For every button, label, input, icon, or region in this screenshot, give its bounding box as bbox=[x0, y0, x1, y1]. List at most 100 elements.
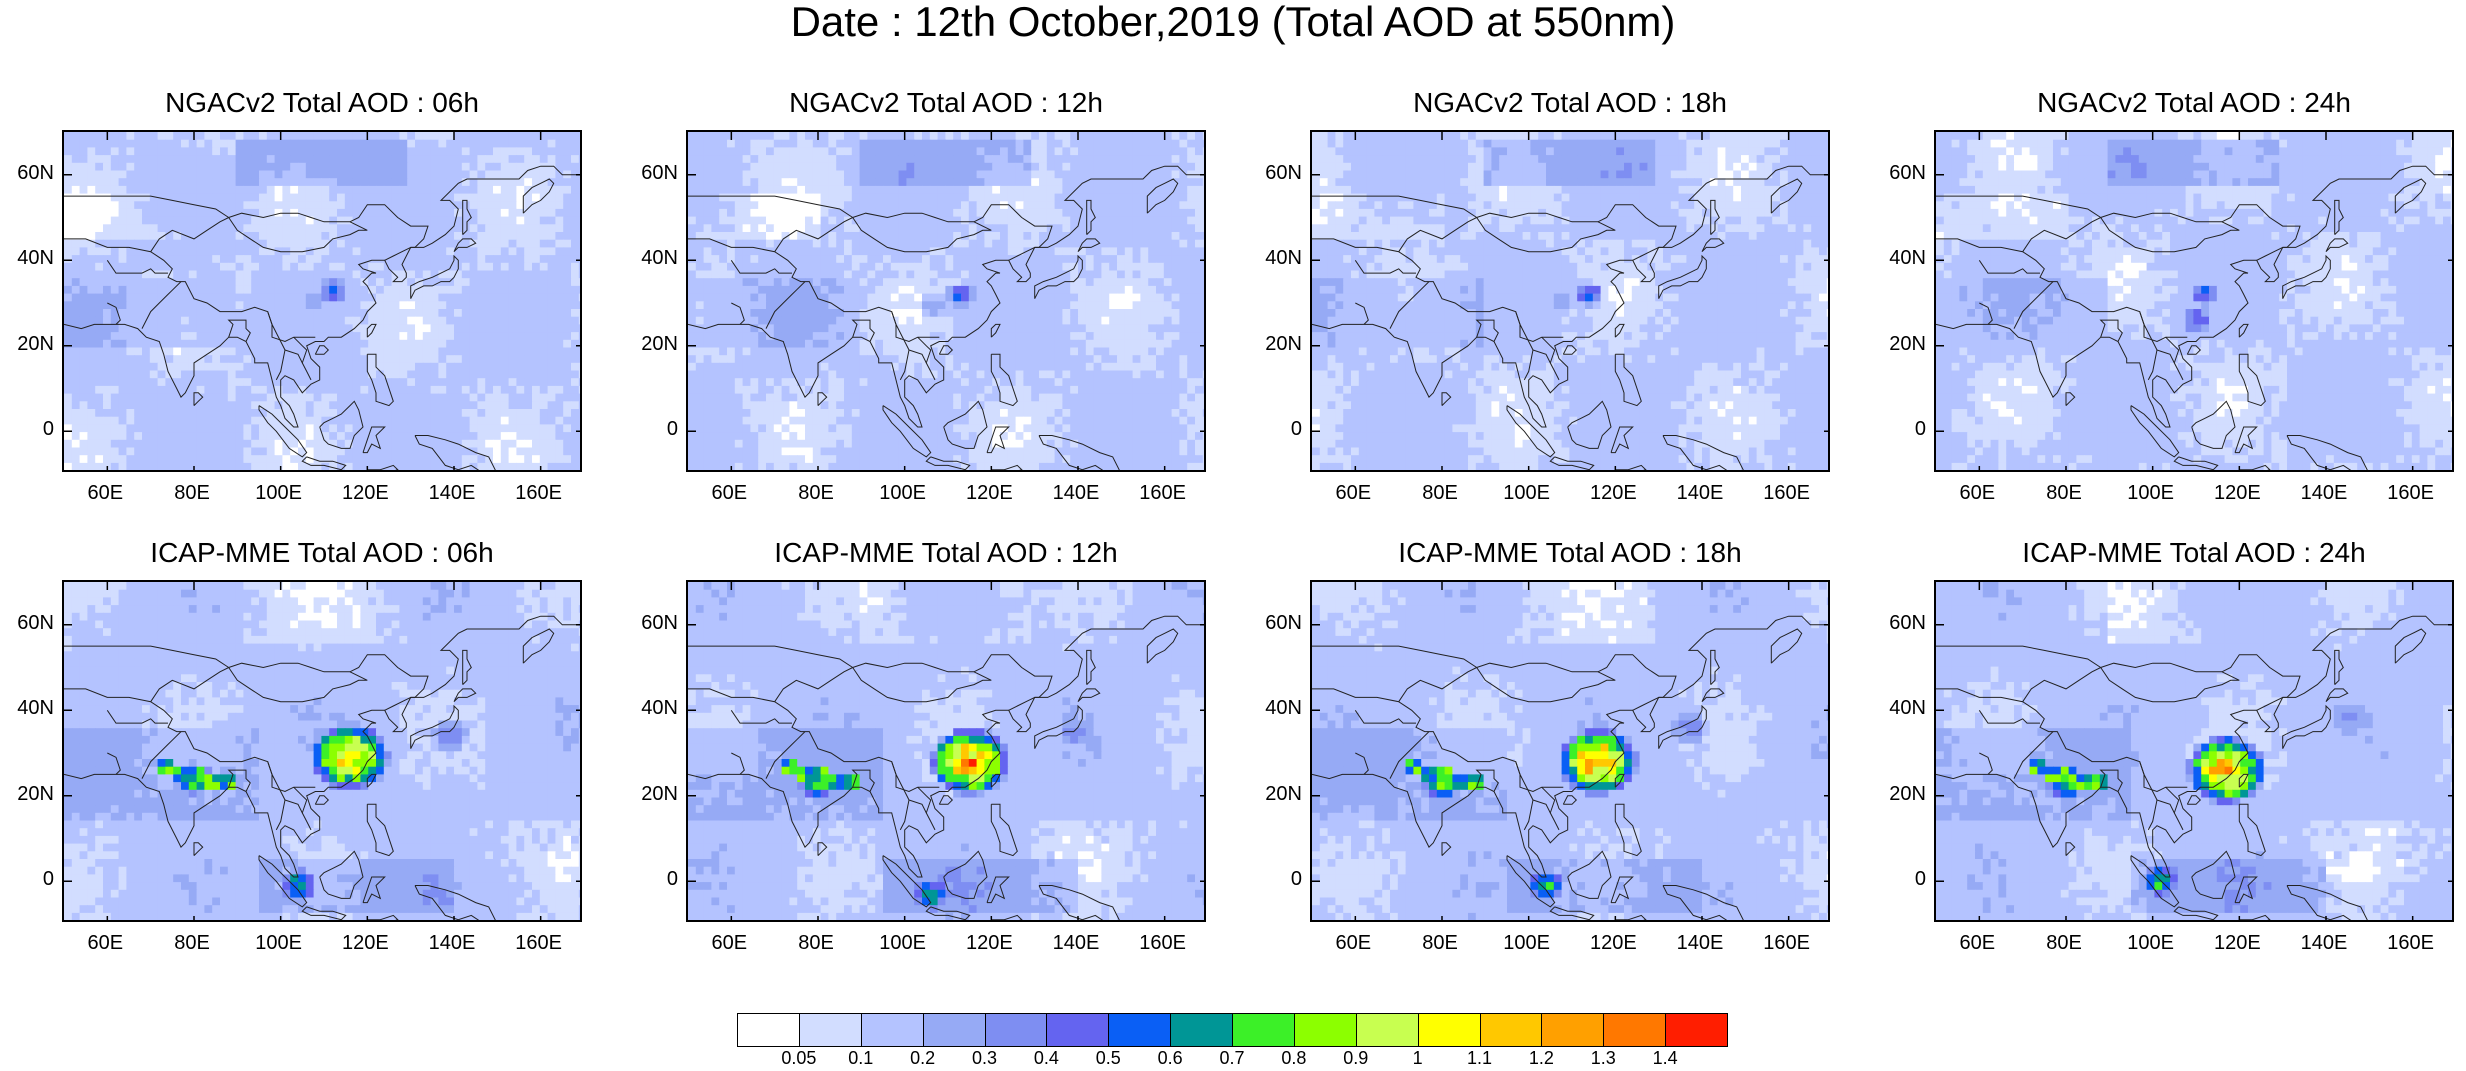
aod-cell bbox=[337, 316, 346, 325]
aod-cell bbox=[376, 301, 385, 310]
aod-cell bbox=[844, 247, 853, 256]
aod-cell bbox=[859, 139, 868, 148]
aod-cell bbox=[703, 193, 712, 202]
aod-cell bbox=[953, 147, 962, 156]
aod-cell bbox=[695, 162, 705, 172]
aod-cell bbox=[1109, 339, 1118, 349]
aod-cell bbox=[524, 239, 533, 248]
aod-cell bbox=[820, 262, 829, 272]
aod-cell bbox=[95, 355, 104, 364]
aod-cell bbox=[196, 285, 205, 295]
aod-cell bbox=[703, 324, 712, 333]
aod-cell bbox=[305, 201, 315, 210]
aod-cell bbox=[87, 270, 96, 279]
aod-cell bbox=[399, 385, 408, 395]
aod-cell bbox=[110, 185, 120, 195]
aod-cell bbox=[321, 339, 330, 349]
aod-cell bbox=[516, 162, 525, 172]
aod-cell bbox=[298, 362, 307, 372]
aod-cell bbox=[1101, 155, 1110, 164]
aod-cell bbox=[87, 439, 96, 449]
aod-cell bbox=[469, 270, 478, 279]
aod-cell bbox=[446, 293, 455, 302]
aod-cell bbox=[976, 132, 985, 141]
aod-cell bbox=[196, 447, 205, 456]
aod-cell bbox=[1007, 239, 1017, 248]
aod-cell bbox=[126, 139, 135, 148]
aod-cell bbox=[1015, 162, 1024, 172]
aod-cell bbox=[532, 147, 541, 156]
aod-cell bbox=[212, 462, 221, 470]
aod-cell bbox=[305, 224, 315, 233]
aod-cell bbox=[805, 139, 814, 148]
aod-cell bbox=[922, 170, 931, 179]
aod-cell bbox=[875, 201, 884, 210]
aod-cell bbox=[251, 270, 260, 279]
aod-cell bbox=[204, 355, 213, 364]
aod-cell bbox=[235, 301, 244, 310]
aod-cell bbox=[290, 409, 299, 418]
aod-cell bbox=[781, 193, 790, 202]
aod-cell bbox=[79, 309, 88, 318]
aod-cell bbox=[352, 339, 361, 349]
aod-cell bbox=[984, 347, 993, 356]
aod-cell bbox=[1054, 339, 1063, 349]
aod-cell bbox=[477, 370, 486, 379]
aod-cell bbox=[134, 147, 143, 156]
aod-cell bbox=[313, 362, 322, 372]
aod-cell bbox=[836, 201, 845, 210]
aod-cell bbox=[235, 385, 244, 395]
aod-cell bbox=[415, 208, 424, 218]
aod-cell bbox=[165, 278, 174, 287]
aod-cell bbox=[929, 201, 939, 210]
lon-tick-label: 120E bbox=[335, 482, 395, 504]
aod-cell bbox=[914, 339, 923, 349]
aod-cell bbox=[493, 355, 502, 364]
aod-cell bbox=[204, 270, 213, 279]
aod-cell bbox=[945, 193, 954, 202]
aod-cell bbox=[711, 309, 720, 318]
aod-cell bbox=[703, 301, 712, 310]
aod-cell bbox=[867, 247, 876, 256]
aod-cell bbox=[1202, 208, 1204, 218]
aod-cell bbox=[313, 278, 322, 287]
aod-cell bbox=[1140, 201, 1149, 210]
aod-cell bbox=[282, 385, 291, 395]
aod-cell bbox=[1195, 278, 1204, 287]
aod-cell bbox=[984, 132, 993, 141]
aod-cell bbox=[524, 270, 533, 279]
aod-cell bbox=[727, 139, 736, 148]
aod-cell bbox=[500, 278, 510, 287]
aod-cell bbox=[64, 285, 73, 295]
aod-cell bbox=[859, 178, 868, 187]
aod-cell bbox=[547, 270, 556, 279]
aod-cell bbox=[352, 324, 361, 333]
aod-cell bbox=[461, 216, 471, 225]
aod-cell bbox=[368, 347, 377, 356]
aod-cell bbox=[165, 462, 174, 470]
aod-cell bbox=[360, 439, 369, 449]
aod-cell bbox=[376, 278, 385, 287]
aod-cell bbox=[976, 339, 985, 349]
aod-cell bbox=[703, 347, 712, 356]
aod-cell bbox=[157, 370, 166, 379]
aod-cell bbox=[781, 208, 790, 218]
aod-cell bbox=[906, 155, 915, 164]
aod-cell bbox=[500, 439, 510, 449]
coastline bbox=[227, 319, 251, 342]
aod-cell bbox=[235, 378, 244, 387]
aod-cell bbox=[430, 370, 439, 379]
aod-cell bbox=[103, 301, 112, 310]
aod-cell bbox=[391, 409, 400, 418]
aod-cell bbox=[1101, 208, 1110, 218]
aod-cell bbox=[79, 155, 88, 164]
aod-cell bbox=[415, 378, 424, 387]
aod-cell bbox=[945, 201, 954, 210]
aod-cell bbox=[1148, 278, 1157, 287]
aod-cell bbox=[212, 201, 221, 210]
aod-cell bbox=[220, 347, 229, 356]
aod-cell bbox=[1070, 178, 1079, 187]
aod-cell bbox=[1093, 324, 1102, 333]
aod-cell bbox=[204, 262, 213, 272]
aod-cell bbox=[1031, 185, 1040, 195]
